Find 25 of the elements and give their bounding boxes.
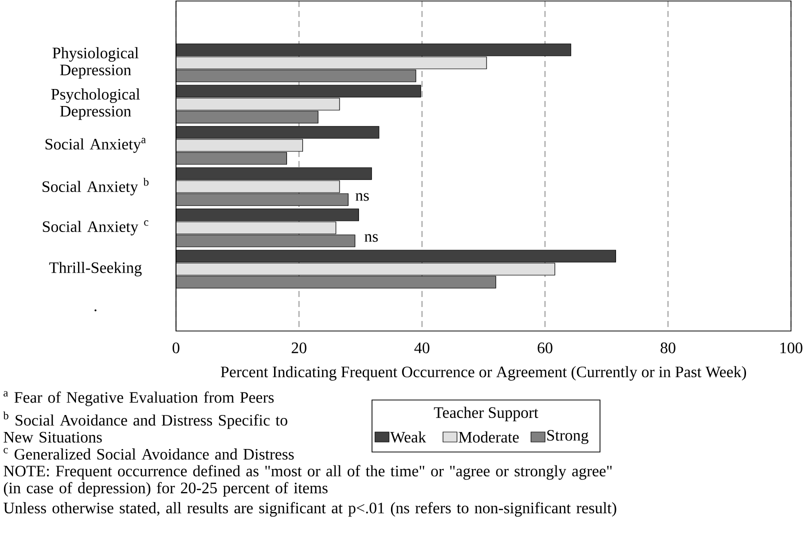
y-tick-label: . <box>94 309 96 312</box>
y-tick-label: Thrill-Seeking <box>49 262 142 276</box>
text: NOTE: Frequent occurrence defined as "most or all of the time" or "agree or strongly agree" (in case of depression) for 20-25 percent of items <box>4 465 612 497</box>
legend-title: Teacher Support <box>434 406 538 422</box>
legend-label: Weak <box>390 431 426 443</box>
annotation: ns <box>356 193 369 201</box>
text: $^{c}$ Generalized Social Avoidance and Distress <box>4 448 294 460</box>
annotation: ns <box>364 234 378 242</box>
legend-label: Moderate <box>458 431 519 443</box>
y-tick-label: Social Anxiety $^{c}$ <box>42 220 148 236</box>
x-tick-label: 20 <box>292 342 306 354</box>
y-tick-label: Psychological Depression <box>51 88 140 120</box>
x-tick-label: 0 <box>172 342 180 354</box>
y-tick-label: Social Anxiety$^{a}$ <box>46 138 146 153</box>
text: Unless otherwise stated, all results are significant at p<.01 (ns refers to non-significant result) <box>4 502 616 517</box>
y-tick-label: Social Anxiety $^{b}$ <box>42 178 149 196</box>
legend-label: Strong <box>547 430 588 444</box>
x-tick-label: 60 <box>538 342 552 354</box>
x-tick-label: 100 <box>780 342 802 354</box>
text: $^{b}$ Social Avoidance and Distress Specific to New Situations <box>3 412 288 443</box>
x-tick-label: 40 <box>414 342 430 354</box>
text: $^{a}$ Fear of Negative Evaluation from Peers <box>4 391 274 406</box>
x-axis-title: Percent Indicating Frequent Occurrence or Agreement (Currently or in Past Week) <box>220 366 746 381</box>
x-tick-label: 80 <box>660 342 676 354</box>
y-tick-label: Physiological Depression <box>52 47 139 79</box>
